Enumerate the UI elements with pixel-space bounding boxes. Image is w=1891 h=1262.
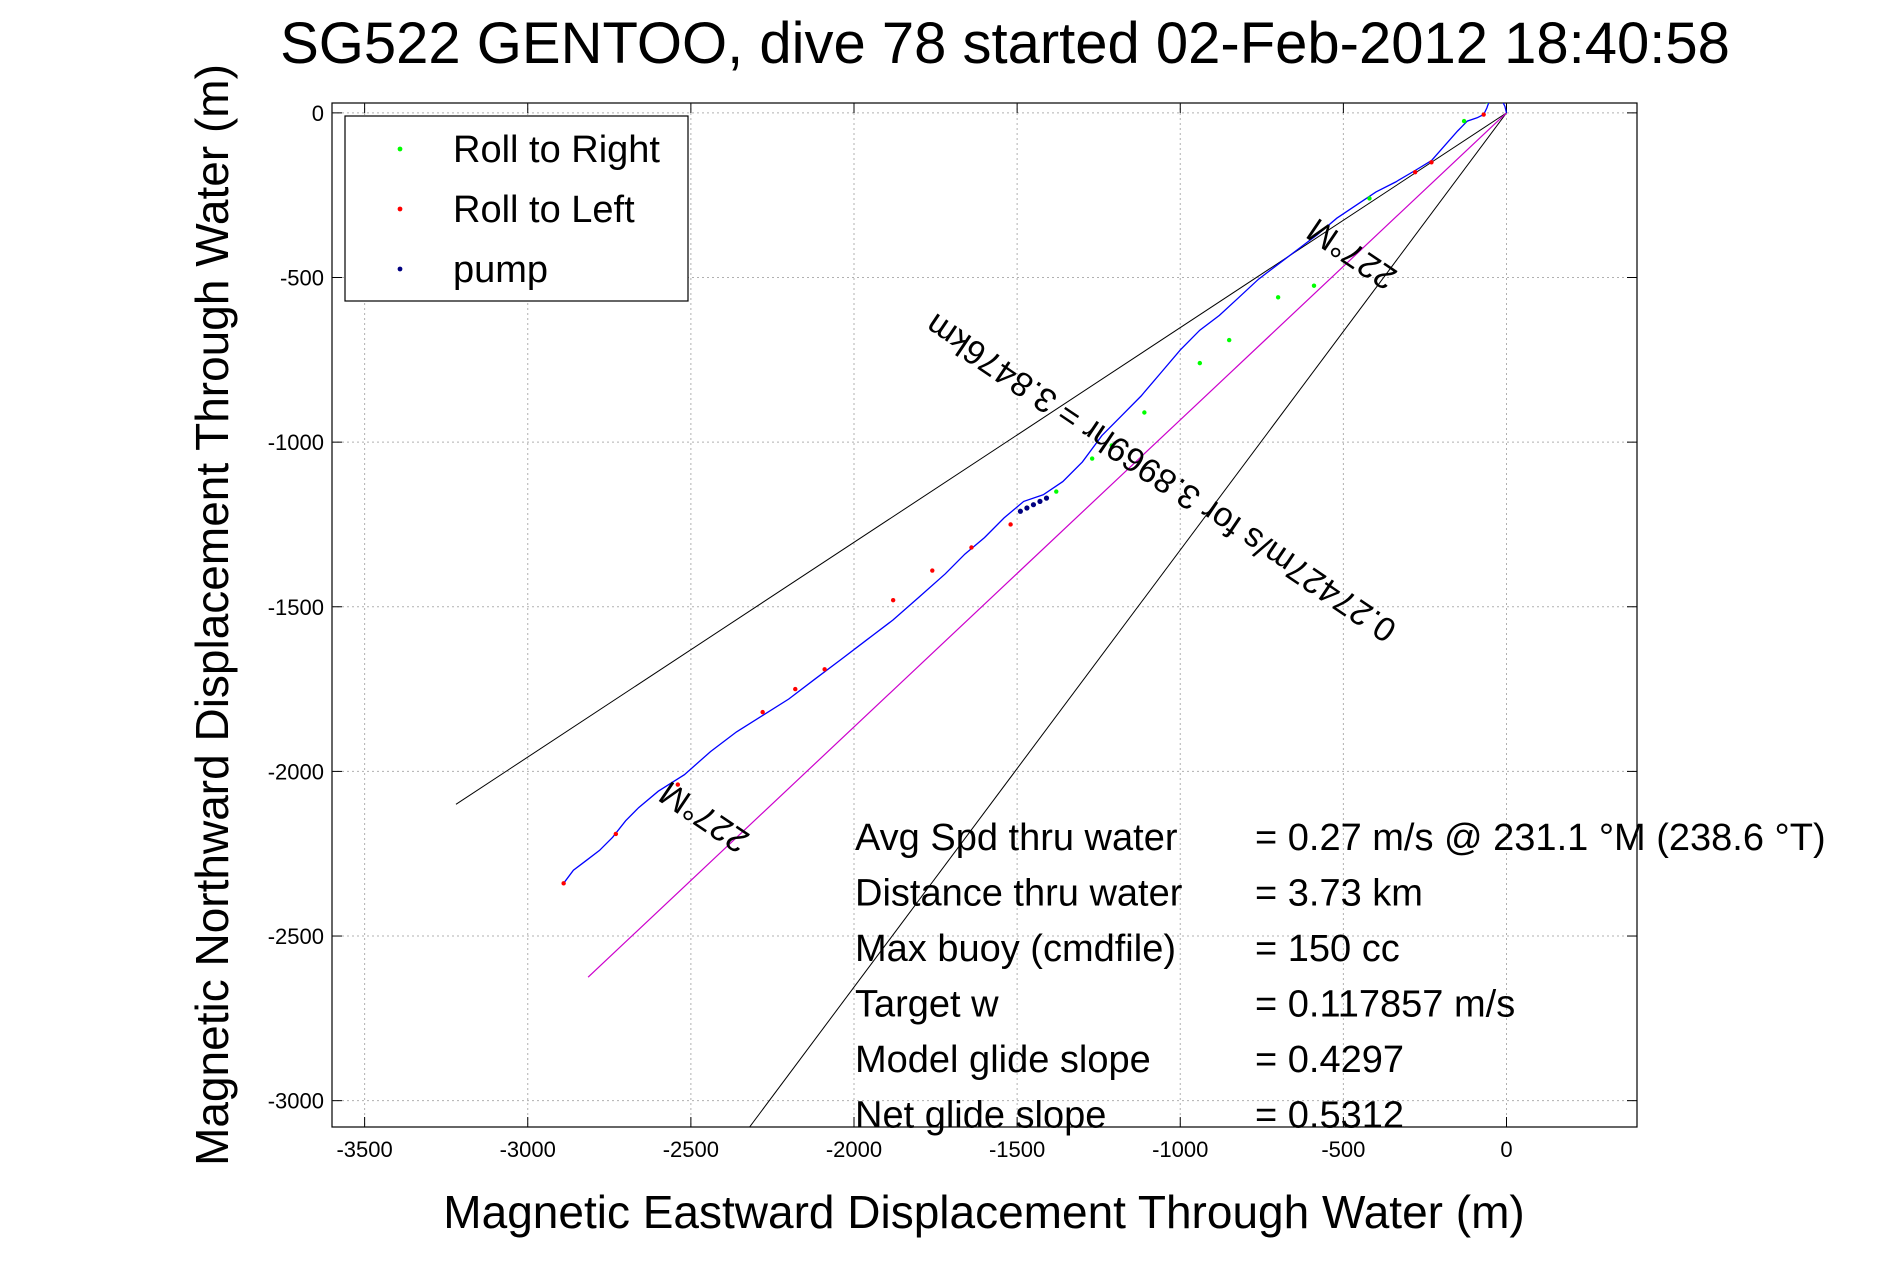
mean-direction-line xyxy=(587,112,1507,978)
legend-label: pump xyxy=(453,249,548,291)
y-tick-label: -1500 xyxy=(268,595,324,620)
roll-right-point xyxy=(1367,196,1372,201)
pump-point xyxy=(1024,505,1030,511)
roll-left-point xyxy=(930,568,935,573)
x-tick-label: 0 xyxy=(1500,1137,1512,1162)
roll-left-point xyxy=(1412,169,1418,175)
roll-left-point xyxy=(561,881,566,886)
y-tick-label: -2000 xyxy=(268,759,324,784)
x-tick-label: -2000 xyxy=(826,1137,882,1162)
x-tick-label: -1500 xyxy=(989,1137,1045,1162)
roll-left-point xyxy=(613,831,619,837)
roll-left-point xyxy=(760,709,765,715)
envelope-line xyxy=(749,112,1507,1127)
x-tick-label: -3500 xyxy=(336,1137,392,1162)
stat-label: Max buoy (cmdfile) xyxy=(855,928,1176,970)
roll-right-point xyxy=(1054,489,1059,494)
y-tick-label: -2500 xyxy=(268,924,324,949)
roll-left-point xyxy=(822,667,827,672)
roll-right-point xyxy=(1311,283,1317,288)
roll-right-point xyxy=(1491,94,1495,98)
roll-right-point xyxy=(1485,103,1489,104)
pump-point xyxy=(1017,508,1023,514)
y-tick-label: -3000 xyxy=(268,1089,324,1114)
roll-right-point xyxy=(1197,360,1203,366)
roll-right-point xyxy=(1498,96,1502,100)
legend-label: Roll to Right xyxy=(453,129,660,171)
roll-left-point xyxy=(793,686,798,692)
y-tick-label: 0 xyxy=(312,101,324,126)
stat-value: = 0.117857 m/s xyxy=(1255,984,1515,1026)
stat-value: = 0.4297 xyxy=(1255,1039,1404,1081)
x-axis-label: Magnetic Eastward Displacement Through W… xyxy=(443,1186,1524,1238)
pump-point xyxy=(1043,495,1050,501)
stat-value: = 0.5312 xyxy=(1255,1095,1404,1137)
stat-label: Distance thru water xyxy=(855,873,1183,915)
roll-right-point xyxy=(1109,443,1114,448)
roll-left-point xyxy=(890,597,896,603)
x-tick-label: -2500 xyxy=(663,1137,719,1162)
pump-point xyxy=(1037,498,1043,505)
stat-label: Net glide slope xyxy=(855,1095,1106,1137)
pump-point xyxy=(1030,502,1037,508)
x-tick-label: -3000 xyxy=(500,1137,556,1162)
legend-label: Roll to Left xyxy=(453,189,635,231)
legend-marker xyxy=(397,146,403,152)
stat-value: = 0.27 m/s @ 231.1 °M (238.6 °T) xyxy=(1255,817,1826,859)
legend-marker xyxy=(397,206,403,212)
roll-right-point xyxy=(1142,410,1147,415)
roll-right-point xyxy=(1089,456,1095,461)
axis-ticks: -3500 -3000 -2500 -2000 -1500 -1000 -500 0 0 -500… xyxy=(268,101,1637,1162)
chart-title: SG522 GENTOO, dive 78 started 02-Feb-201… xyxy=(280,11,1730,76)
stat-label: Avg Spd thru water xyxy=(855,817,1178,859)
y-tick-label: -1000 xyxy=(268,430,324,455)
track-line xyxy=(563,103,1508,884)
x-tick-label: -1000 xyxy=(1152,1137,1208,1162)
roll-left-point xyxy=(969,545,974,550)
y-axis-label: Magnetic Northward Displacement Through … xyxy=(186,64,238,1166)
roll-left-point xyxy=(1008,522,1013,527)
series-layer xyxy=(455,94,1508,1127)
roll-right-point xyxy=(1275,295,1281,300)
roll-right-point xyxy=(1461,118,1467,124)
y-tick-label: -500 xyxy=(280,266,324,291)
stat-label: Target w xyxy=(855,984,999,1026)
x-tick-label: -500 xyxy=(1321,1137,1365,1162)
roll-left-point xyxy=(1429,160,1434,165)
roll-left-point xyxy=(1481,112,1486,117)
stat-value: = 150 cc xyxy=(1255,928,1400,970)
stat-value: = 3.73 km xyxy=(1255,873,1423,915)
roll-left-point xyxy=(675,782,681,787)
legend: Roll to Right Roll to Left pump xyxy=(344,115,689,302)
roll-right-point xyxy=(1226,337,1232,343)
legend-marker xyxy=(397,266,403,272)
stats-block: Avg Spd thru water = 0.27 m/s @ 231.1 °M … xyxy=(855,817,1826,1137)
envelope-line xyxy=(455,112,1507,805)
stat-label: Model glide slope xyxy=(855,1039,1151,1081)
